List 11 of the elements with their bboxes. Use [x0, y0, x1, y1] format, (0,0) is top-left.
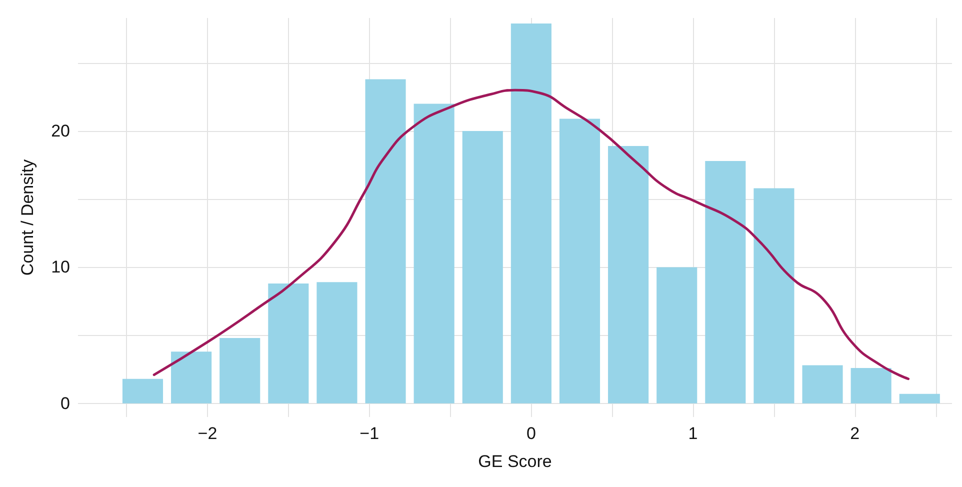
x-axis-title: GE Score	[478, 452, 552, 471]
y-axis-title: Count / Density	[18, 158, 37, 276]
x-tick-label: 0	[526, 424, 536, 443]
y-tick-label: 10	[51, 258, 70, 277]
x-tick-label: −2	[198, 424, 218, 443]
x-tick-label: 2	[850, 424, 860, 443]
x-tick-label: 1	[688, 424, 698, 443]
x-tick-label: −1	[360, 424, 380, 443]
line-series	[152, 88, 910, 380]
y-tick-label: 0	[60, 394, 70, 413]
y-tick-label: 20	[51, 122, 70, 141]
